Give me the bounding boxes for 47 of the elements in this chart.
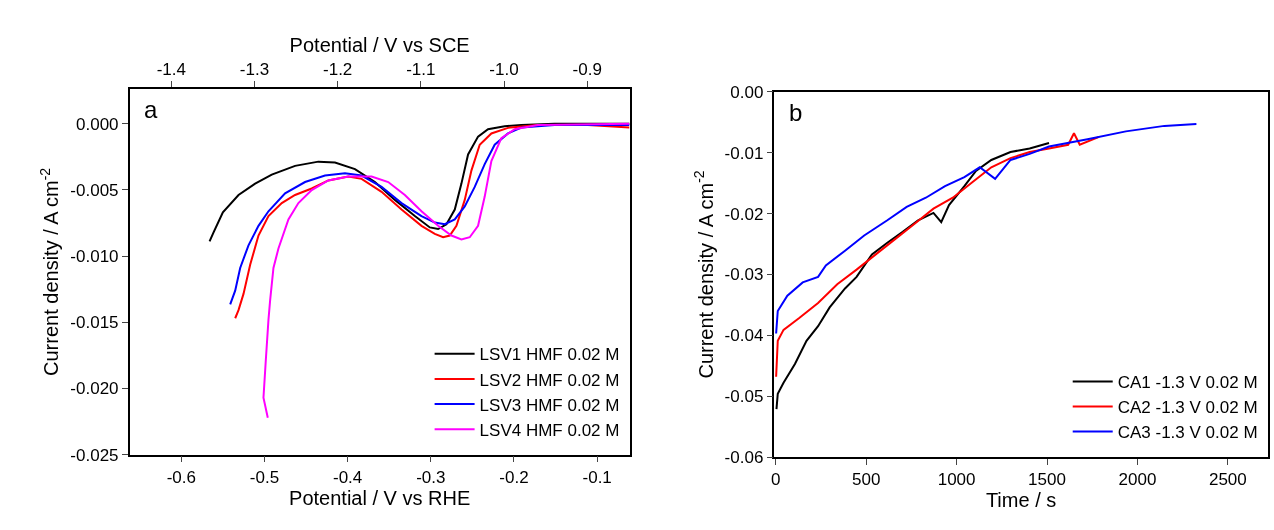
x2-tick-label: -0.9 [572,59,602,79]
legend-label: CA2 -1.3 V 0.02 M [1117,398,1258,418]
legend-label: LSV3 HMF 0.02 M [479,395,620,415]
annotation: b [789,99,803,126]
x-tick-label: -0.5 [249,467,280,487]
legend-label: CA3 -1.3 V 0.02 M [1117,423,1258,443]
legend-label: LSV1 HMF 0.02 M [479,345,620,365]
y-tick-label: -0.02 [724,204,764,224]
y-tick-label: -0.01 [724,143,764,163]
x2-tick-label: -1.4 [156,59,186,79]
y-tick-label: -0.04 [724,326,764,346]
y-tick-label: -0.03 [724,265,764,285]
x-tick-label: 0 [771,470,781,490]
x-tick-label: -0.4 [332,467,363,487]
x-tick-label: 2500 [1208,470,1247,490]
legend-label: LSV4 HMF 0.02 M [479,420,620,440]
y-tick-label: -0.06 [724,448,764,468]
line-series [775,141,1051,411]
legend-label: CA1 -1.3 V 0.02 M [1117,373,1258,393]
y-tick-label: -0.005 [70,180,119,200]
y-tick-label: -0.025 [70,445,119,465]
x-tick-label: 1500 [1028,470,1066,490]
x-axis-title: Potential / V vs RHE [289,486,471,509]
x-tick-label: 500 [852,470,881,490]
x2-tick-label: -1.0 [489,59,519,79]
x-tick-label: -0.3 [416,467,446,487]
y-tick-label: -0.020 [70,379,119,399]
y-tick-label: -0.05 [724,387,764,407]
y-tick-label: 0.00 [730,82,764,102]
line-series [775,123,1198,335]
x-axis-title: Time / s [985,489,1057,512]
x-tick-label: -0.1 [582,467,612,487]
x-tick-label: 2000 [1118,470,1157,490]
y-tick-label: -0.010 [70,246,119,266]
x-tick-label: -0.6 [166,467,196,487]
line-series [775,132,1101,378]
x2-tick-label: -1.2 [323,59,353,79]
y-tick-label: -0.015 [70,313,119,333]
x-tick-label: -0.2 [499,467,529,487]
x2-tick-label: -1.3 [239,59,270,79]
legend-label: LSV2 HMF 0.02 M [479,370,620,390]
y-tick-label: 0.000 [76,114,119,134]
line-series [262,122,630,419]
annotation: a [144,96,158,123]
x2-tick-label: -1.1 [406,59,436,79]
x-tick-label: 1000 [937,470,976,490]
x2-axis-title: Potential / V vs SCE [289,33,470,56]
